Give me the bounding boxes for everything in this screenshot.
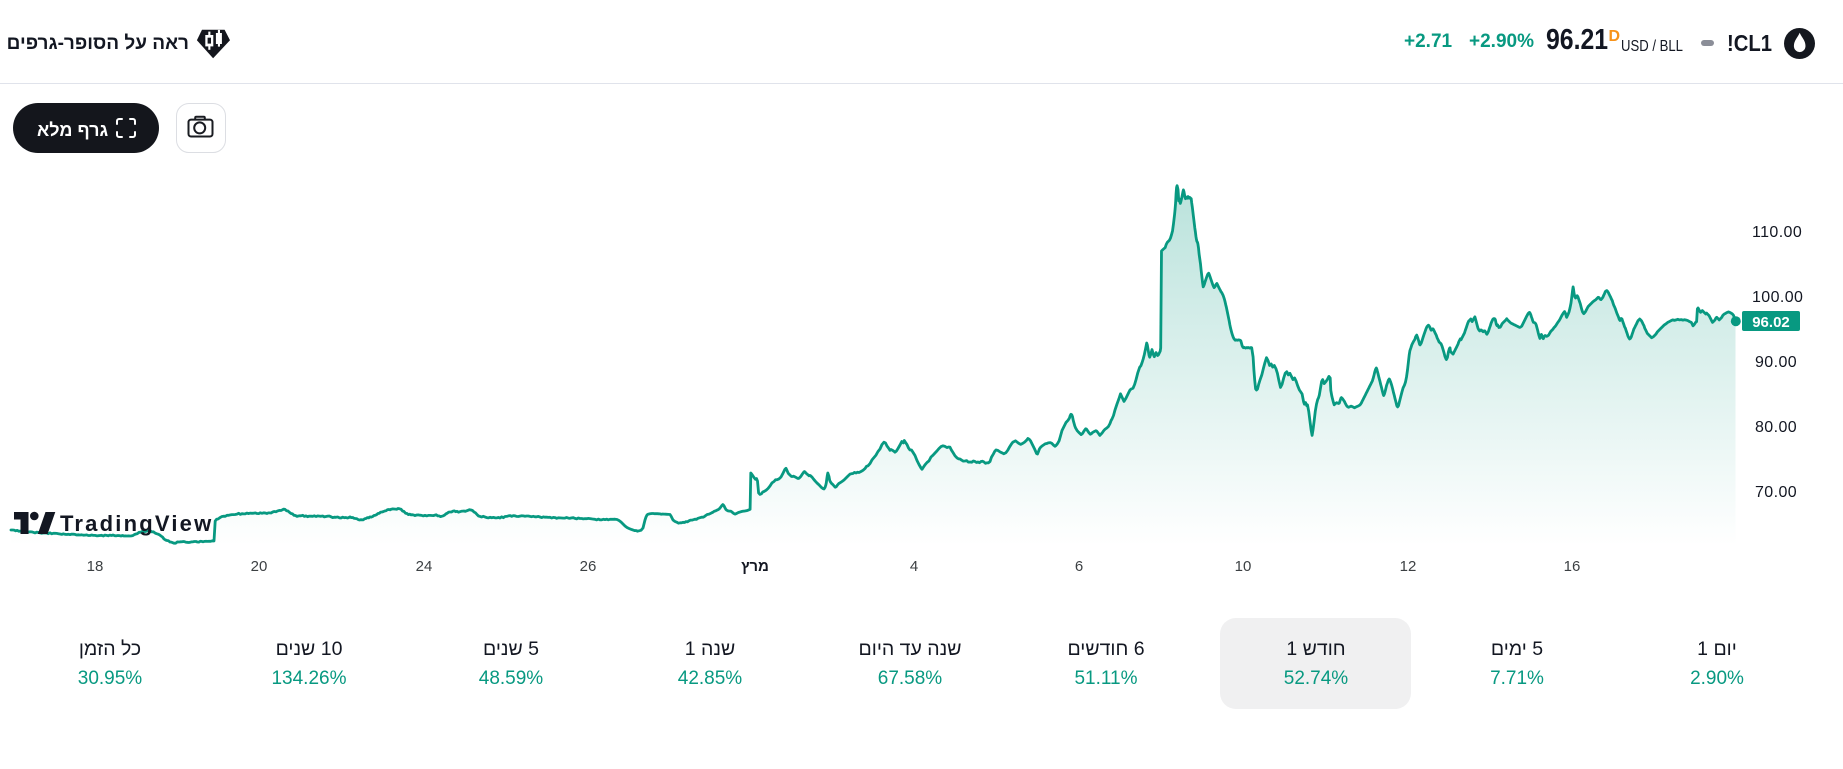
svg-text:TradingView: TradingView [60, 511, 213, 536]
